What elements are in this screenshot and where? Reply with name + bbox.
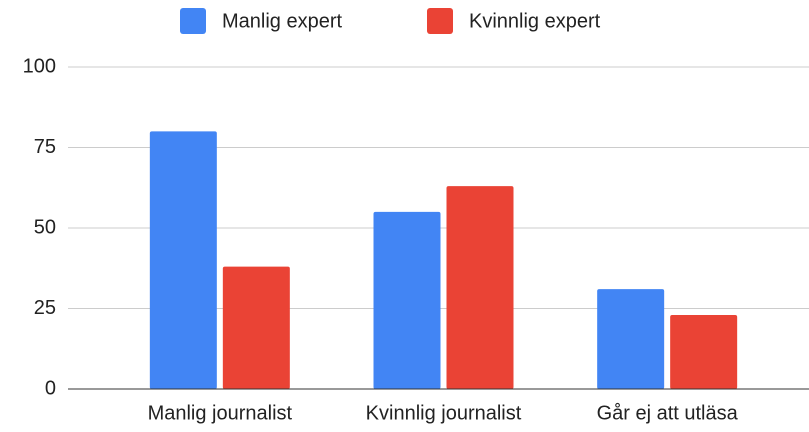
bar bbox=[222, 266, 290, 389]
bar bbox=[670, 314, 738, 389]
legend-swatch bbox=[427, 8, 453, 34]
legend-swatch bbox=[180, 8, 206, 34]
legend-label: Kvinnlig expert bbox=[469, 10, 601, 32]
y-tick-label: 25 bbox=[34, 297, 56, 319]
legend-label: Manlig expert bbox=[222, 10, 343, 32]
x-tick-label: Kvinnlig journalist bbox=[366, 402, 522, 424]
y-tick-label: 75 bbox=[34, 136, 56, 158]
y-tick-label: 50 bbox=[34, 216, 56, 238]
bar bbox=[149, 131, 217, 389]
y-tick-label: 100 bbox=[23, 55, 56, 77]
bar bbox=[446, 186, 514, 389]
y-tick-label: 0 bbox=[45, 377, 56, 399]
x-tick-label: Går ej att utläsa bbox=[597, 402, 739, 424]
bar bbox=[373, 211, 441, 389]
bar bbox=[597, 289, 665, 389]
x-tick-label: Manlig journalist bbox=[148, 402, 293, 424]
